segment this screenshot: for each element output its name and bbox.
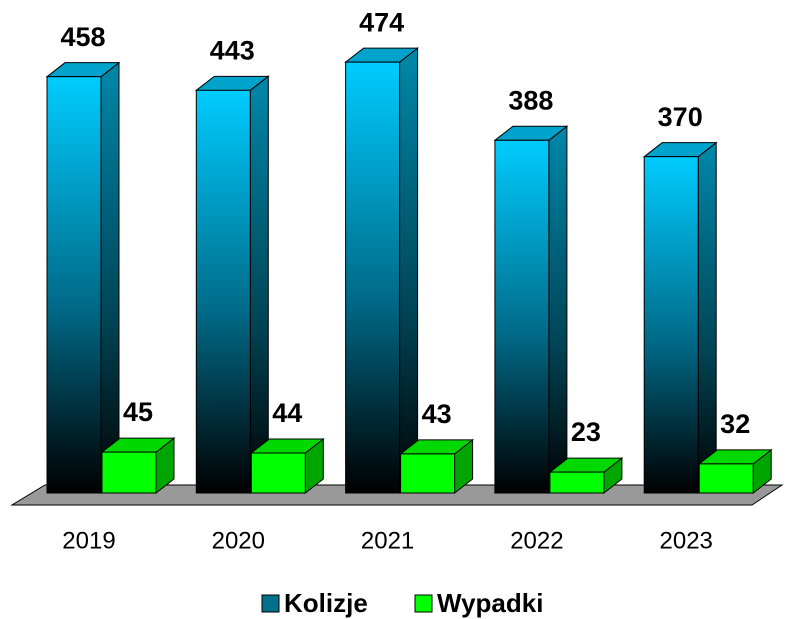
bar	[643, 156, 699, 494]
bar	[549, 471, 605, 494]
bar-side	[399, 47, 419, 495]
bar-group	[344, 47, 420, 495]
value-label: 458	[60, 22, 105, 52]
bar	[250, 452, 306, 494]
value-label: 388	[508, 85, 553, 115]
legend-label: Kolizje	[284, 588, 368, 618]
value-label: 45	[123, 397, 153, 427]
bar-group	[100, 437, 176, 495]
legend-swatch	[414, 594, 433, 613]
bar	[46, 76, 102, 494]
bar	[698, 463, 754, 494]
x-tick-label: 2022	[510, 527, 563, 554]
value-label: 44	[272, 398, 302, 428]
bar-group	[493, 125, 569, 495]
bar-group	[642, 141, 718, 495]
legend-swatch	[261, 594, 280, 613]
bar-side	[249, 75, 269, 495]
bar	[101, 451, 157, 494]
value-label: 474	[359, 7, 404, 37]
bar-side	[100, 61, 120, 495]
bar-group	[697, 448, 773, 495]
legend-label: Wypadki	[437, 588, 543, 618]
value-label: 370	[658, 102, 703, 132]
bar	[195, 89, 251, 494]
x-tick-label: 2023	[660, 527, 713, 554]
bar-side	[697, 141, 717, 495]
value-label: 443	[210, 35, 255, 65]
x-tick-label: 2021	[361, 527, 414, 554]
bar	[494, 139, 550, 494]
value-label: 43	[422, 399, 452, 429]
bar	[345, 61, 401, 494]
bar-group	[249, 437, 325, 495]
bar-group	[548, 457, 624, 495]
bar-group	[194, 75, 270, 495]
bar-group	[45, 61, 121, 495]
bar-side	[548, 125, 568, 495]
x-tick-label: 2020	[212, 527, 265, 554]
value-label: 32	[720, 409, 750, 439]
bar	[400, 453, 456, 494]
bar-group	[399, 438, 475, 495]
x-tick-label: 2019	[62, 527, 115, 554]
value-label: 23	[571, 417, 601, 447]
